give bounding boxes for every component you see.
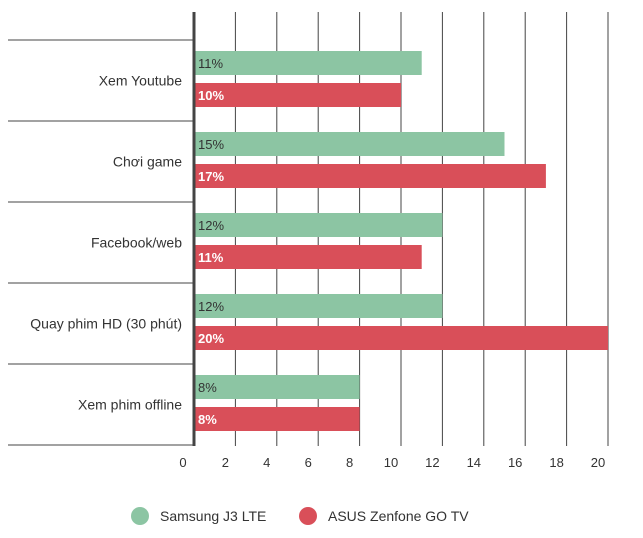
legend-swatch — [299, 507, 317, 525]
bars-layer: 11% 10% 15% 17% 12% 11% 12% 20% 8% 8% — [194, 51, 608, 431]
data-label: 20% — [198, 331, 224, 346]
category-label: Quay phim HD (30 phút) — [30, 316, 182, 332]
bar-asus — [194, 407, 360, 431]
data-label: 15% — [198, 137, 224, 152]
data-label: 17% — [198, 169, 224, 184]
bar-samsung — [194, 213, 443, 237]
x-tick-label: 0 — [179, 455, 186, 470]
data-label: 8% — [198, 412, 217, 427]
bar-samsung — [194, 51, 422, 75]
x-tick-label: 18 — [549, 455, 563, 470]
bar-asus — [194, 83, 401, 107]
bar-asus — [194, 245, 422, 269]
category-label: Xem Youtube — [99, 73, 183, 89]
data-label: 11% — [198, 250, 224, 265]
bar-samsung — [194, 375, 360, 399]
x-tick-label: 2 — [222, 455, 229, 470]
bar-asus — [194, 164, 546, 188]
legend-label: Samsung J3 LTE — [160, 508, 266, 524]
legend-label: ASUS Zenfone GO TV — [328, 508, 469, 524]
bar-samsung — [194, 132, 505, 156]
data-label: 11% — [198, 56, 223, 71]
category-label: Chơi game — [113, 154, 182, 170]
x-tick-label: 20 — [591, 455, 605, 470]
x-tick-label: 8 — [346, 455, 353, 470]
data-label: 10% — [198, 88, 224, 103]
legend: Samsung J3 LTE ASUS Zenfone GO TV — [131, 507, 469, 525]
data-label: 12% — [198, 218, 224, 233]
bar-asus — [194, 326, 608, 350]
data-label: 8% — [198, 380, 217, 395]
data-label: 12% — [198, 299, 224, 314]
category-label: Facebook/web — [91, 235, 182, 251]
x-tick-label: 6 — [305, 455, 312, 470]
axis-layer: Xem Youtube Chơi game Facebook/web Quay phi… — [30, 12, 605, 470]
x-tick-label: 12 — [425, 455, 439, 470]
x-tick-label: 10 — [384, 455, 398, 470]
category-label: Xem phim offline — [78, 397, 182, 413]
bar-samsung — [194, 294, 443, 318]
x-tick-label: 16 — [508, 455, 522, 470]
legend-swatch — [131, 507, 149, 525]
x-tick-label: 14 — [467, 455, 481, 470]
x-tick-label: 4 — [263, 455, 270, 470]
